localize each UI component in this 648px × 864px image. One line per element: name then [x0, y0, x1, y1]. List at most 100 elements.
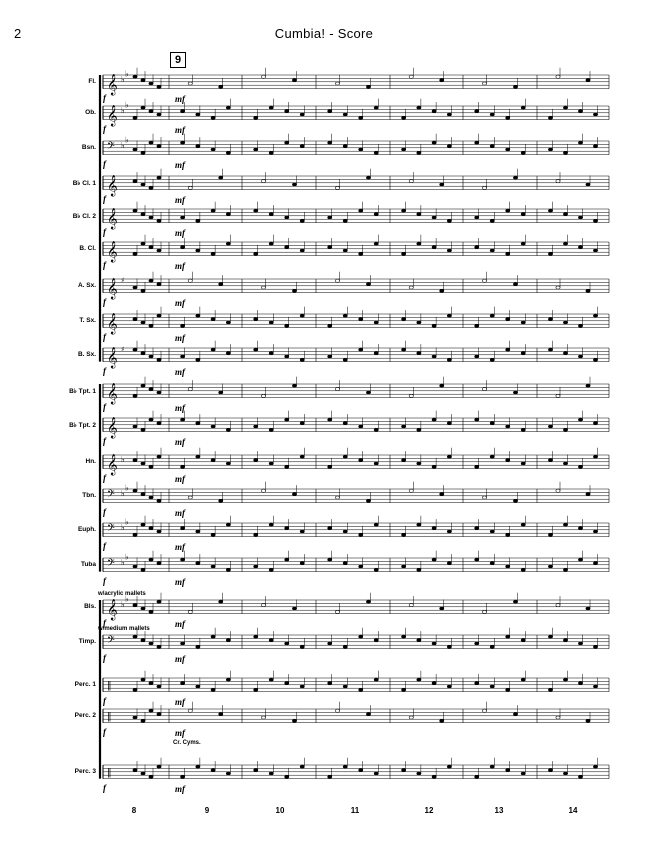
note-head [563, 568, 568, 572]
note-head [431, 354, 437, 359]
note-head [474, 245, 480, 250]
staff-8: 𝄞 ♯ [102, 340, 610, 369]
note-head [210, 458, 216, 463]
note-head [446, 112, 452, 117]
note-head [253, 564, 259, 569]
note-head [292, 182, 297, 187]
note-head [366, 599, 371, 604]
note-head [520, 105, 526, 110]
note-head [180, 109, 186, 114]
note-head [593, 144, 598, 149]
note-head [431, 641, 437, 646]
note-head [327, 417, 333, 422]
note-head [268, 522, 274, 527]
staff-15: 𝄞 ♭♭ [102, 592, 610, 621]
note-head [505, 564, 511, 569]
dynamic-mezzo-forte: mf [175, 227, 185, 238]
note-head [555, 74, 561, 79]
note-head [373, 677, 379, 682]
note-head [327, 245, 333, 250]
flat-icon: ♭ [125, 518, 129, 527]
dynamic-forte: f [103, 506, 106, 517]
note-head [268, 105, 274, 110]
note-head [210, 768, 216, 773]
note-head [140, 719, 146, 723]
note-head [148, 109, 154, 114]
flat-icon: ♭ [121, 141, 125, 150]
note-head [505, 317, 511, 322]
dynamic-mezzo-forte: mf [175, 366, 185, 377]
note-head [474, 323, 480, 328]
note-head [358, 458, 364, 463]
note-head [513, 498, 518, 503]
bass-clef-icon: 𝄢 [107, 488, 115, 502]
note-head [416, 150, 422, 155]
note-head [408, 603, 414, 608]
note-head [401, 634, 407, 639]
note-head [180, 775, 186, 779]
note-head [253, 768, 259, 773]
note-head [218, 85, 224, 89]
note-head [513, 599, 518, 604]
note-head [408, 488, 414, 493]
note-head [148, 495, 154, 500]
dynamic-mezzo-forte: mf [175, 541, 185, 552]
dynamic-mezzo-forte: mf [175, 159, 185, 170]
note-head [342, 454, 348, 459]
note-head [513, 85, 518, 89]
note-head [268, 638, 274, 643]
note-head [555, 393, 561, 398]
note-head [408, 74, 414, 79]
note-head [482, 387, 487, 392]
note-head [373, 427, 379, 432]
note-head [299, 248, 305, 253]
note-head [563, 320, 568, 325]
dynamic-mezzo-forte: mf [175, 436, 185, 447]
note-head [132, 768, 138, 773]
note-head [156, 764, 162, 769]
note-head [156, 645, 162, 649]
note-head [210, 564, 216, 569]
perc-clef-icon: ‖ [107, 712, 112, 722]
note-head [578, 775, 583, 779]
note-head [225, 351, 231, 356]
staff-6: 𝄞 ♯ [102, 271, 610, 300]
note-head [140, 105, 146, 110]
note-head [253, 317, 259, 322]
note-head [358, 317, 364, 322]
note-head [431, 245, 437, 250]
note-head [195, 144, 201, 149]
note-head [446, 421, 452, 426]
note-head [180, 464, 186, 469]
dynamic-forte: f [103, 158, 106, 169]
note-head [439, 182, 445, 187]
note-head [555, 715, 561, 720]
note-head [358, 424, 364, 429]
note-head [132, 393, 138, 398]
instrument-label: A. Sx. [77, 281, 96, 289]
treble-clef-icon: 𝄞 [107, 314, 118, 335]
dynamic-forte: f [103, 782, 106, 793]
note-head [446, 313, 452, 318]
note-head [563, 351, 568, 356]
note-head [284, 775, 290, 779]
note-head [327, 215, 333, 220]
staff-17: ‖ [102, 670, 610, 692]
note-head [520, 461, 526, 466]
note-head [148, 417, 154, 422]
note-head [140, 522, 146, 527]
note-head [253, 688, 259, 692]
note-head [342, 764, 348, 769]
dynamic-forte: f [103, 365, 106, 376]
note-head [225, 241, 231, 246]
note-head [373, 522, 379, 527]
note-head [187, 278, 193, 283]
note-head [210, 347, 216, 352]
note-head [225, 522, 231, 527]
note-head [416, 677, 422, 682]
staff-7: 𝄞 [102, 306, 610, 335]
note-head [148, 323, 154, 328]
staff-11: 𝄞 ♭ [102, 447, 610, 476]
note-head [284, 354, 290, 359]
note-head [585, 719, 591, 723]
